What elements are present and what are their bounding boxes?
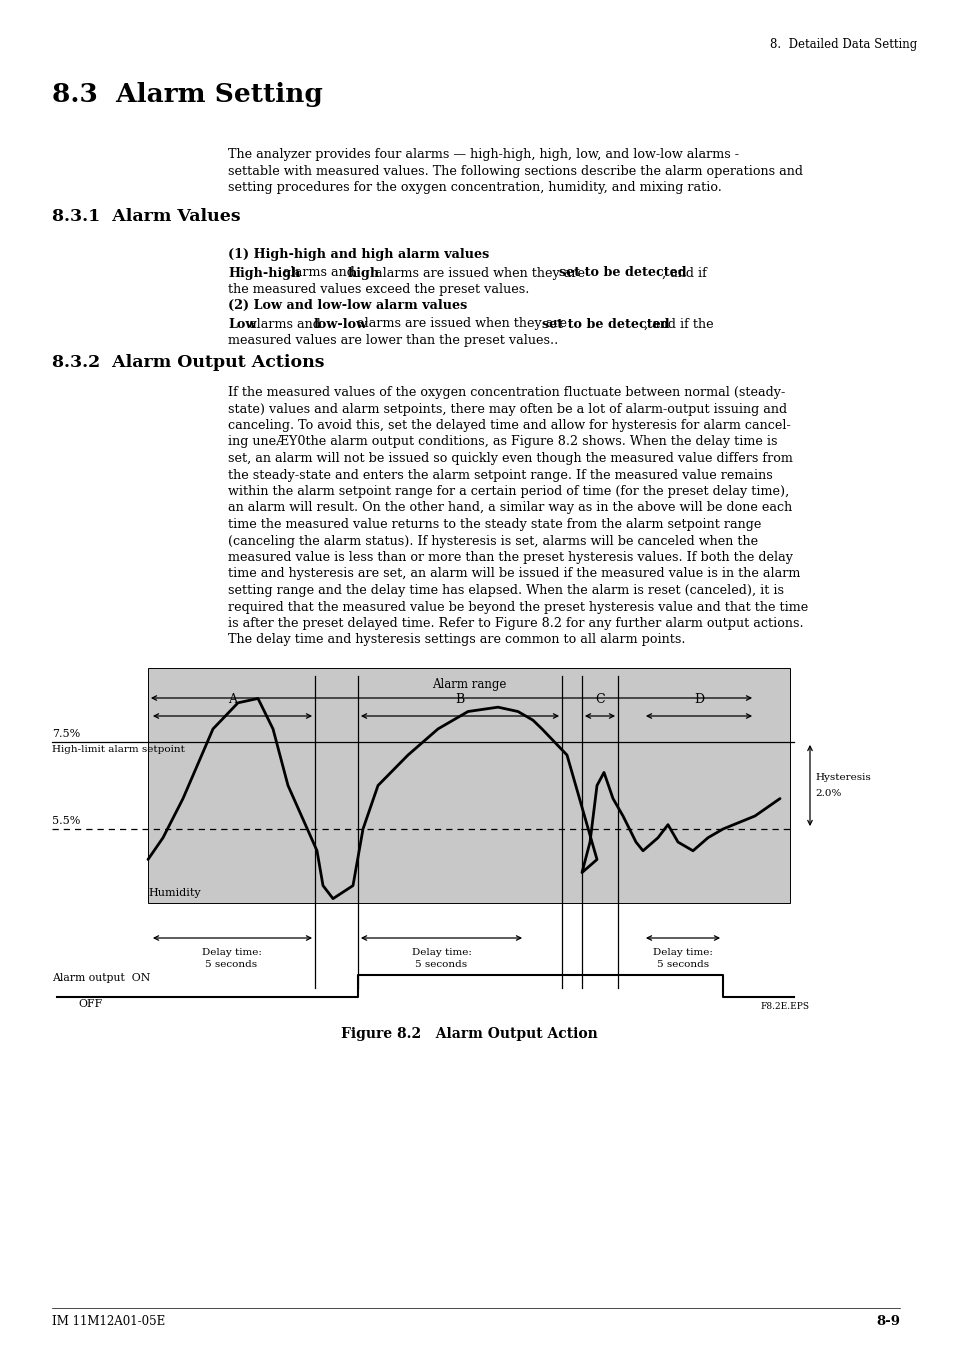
- Text: time the measured value returns to the steady state from the alarm setpoint rang: time the measured value returns to the s…: [228, 517, 760, 531]
- Text: (1) High-high and high alarm values: (1) High-high and high alarm values: [228, 249, 489, 261]
- Text: an alarm will result. On the other hand, a similar way as in the above will be d: an alarm will result. On the other hand,…: [228, 501, 791, 515]
- Text: setting range and the delay time has elapsed. When the alarm is reset (canceled): setting range and the delay time has ela…: [228, 584, 783, 597]
- Text: Alarm range: Alarm range: [432, 678, 506, 690]
- Text: settable with measured values. The following sections describe the alarm operati: settable with measured values. The follo…: [228, 165, 802, 177]
- Text: 8-9: 8-9: [875, 1315, 899, 1328]
- Text: high: high: [348, 266, 379, 280]
- Text: the measured values exceed the preset values.: the measured values exceed the preset va…: [228, 282, 529, 296]
- Text: 5 seconds: 5 seconds: [415, 961, 467, 969]
- Text: 8.  Detailed Data Setting: 8. Detailed Data Setting: [769, 38, 916, 51]
- Text: The analyzer provides four alarms — high-high, high, low, and low-low alarms -: The analyzer provides four alarms — high…: [228, 149, 739, 161]
- Text: A: A: [228, 693, 236, 707]
- Text: setting procedures for the oxygen concentration, humidity, and mixing ratio.: setting procedures for the oxygen concen…: [228, 181, 721, 195]
- Text: 2.0%: 2.0%: [814, 789, 841, 798]
- Text: C: C: [595, 693, 604, 707]
- Text: (canceling the alarm status). If hysteresis is set, alarms will be canceled when: (canceling the alarm status). If hystere…: [228, 535, 758, 547]
- Text: OFF: OFF: [78, 998, 102, 1009]
- Text: High-limit alarm setpoint: High-limit alarm setpoint: [52, 744, 185, 754]
- Text: the steady-state and enters the alarm setpoint range. If the measured value rema: the steady-state and enters the alarm se…: [228, 469, 772, 481]
- Text: 8.3.1  Alarm Values: 8.3.1 Alarm Values: [52, 208, 240, 226]
- Text: , and if: , and if: [660, 266, 705, 280]
- Text: The delay time and hysteresis settings are common to all alarm points.: The delay time and hysteresis settings a…: [228, 634, 685, 647]
- Text: time and hysteresis are set, an alarm will be issued if the measured value is in: time and hysteresis are set, an alarm wi…: [228, 567, 800, 581]
- Text: canceling. To avoid this, set the delayed time and allow for hysteresis for alar: canceling. To avoid this, set the delaye…: [228, 419, 790, 432]
- Text: Delay time:: Delay time:: [653, 948, 712, 957]
- Text: 5 seconds: 5 seconds: [205, 961, 257, 969]
- Text: D: D: [693, 693, 703, 707]
- Text: 8.3.2  Alarm Output Actions: 8.3.2 Alarm Output Actions: [52, 354, 324, 372]
- Text: Delay time:: Delay time:: [201, 948, 261, 957]
- Text: 7.5%: 7.5%: [52, 730, 80, 739]
- Text: F8.2E.EPS: F8.2E.EPS: [760, 1002, 808, 1011]
- Text: High-high: High-high: [228, 266, 300, 280]
- Text: If the measured values of the oxygen concentration fluctuate between normal (ste: If the measured values of the oxygen con…: [228, 386, 784, 399]
- Text: 5.5%: 5.5%: [52, 816, 80, 825]
- Text: B: B: [455, 693, 464, 707]
- Text: measured value is less than or more than the preset hysteresis values. If both t: measured value is less than or more than…: [228, 551, 792, 563]
- Text: set, an alarm will not be issued so quickly even though the measured value diffe: set, an alarm will not be issued so quic…: [228, 453, 792, 465]
- Text: alarms and: alarms and: [279, 266, 359, 280]
- Bar: [148, 667, 789, 902]
- Text: 5 seconds: 5 seconds: [657, 961, 708, 969]
- Text: low-low: low-low: [314, 317, 367, 331]
- Text: state) values and alarm setpoints, there may often be a lot of alarm-output issu: state) values and alarm setpoints, there…: [228, 403, 786, 416]
- Text: set to be detected: set to be detected: [558, 266, 686, 280]
- Text: required that the measured value be beyond the preset hysteresis value and that : required that the measured value be beyo…: [228, 600, 807, 613]
- Text: alarms are issued when they are: alarms are issued when they are: [370, 266, 588, 280]
- Text: Alarm output  ON: Alarm output ON: [52, 973, 150, 984]
- Text: set to be detected: set to be detected: [541, 317, 669, 331]
- Text: ing uneÆY0the alarm output conditions, as Figure 8.2 shows. When the delay time : ing uneÆY0the alarm output conditions, a…: [228, 435, 777, 449]
- Text: within the alarm setpoint range for a certain period of time (for the preset del: within the alarm setpoint range for a ce…: [228, 485, 788, 499]
- Text: 8.3  Alarm Setting: 8.3 Alarm Setting: [52, 82, 322, 107]
- Text: Figure 8.2   Alarm Output Action: Figure 8.2 Alarm Output Action: [340, 1027, 597, 1042]
- Text: (2) Low and low-low alarm values: (2) Low and low-low alarm values: [228, 299, 467, 312]
- Text: alarms and: alarms and: [245, 317, 325, 331]
- Text: Low: Low: [228, 317, 256, 331]
- Text: alarms are issued when they are: alarms are issued when they are: [354, 317, 571, 331]
- Text: Hysteresis: Hysteresis: [814, 773, 870, 781]
- Text: IM 11M12A01-05E: IM 11M12A01-05E: [52, 1315, 165, 1328]
- Text: Delay time:: Delay time:: [411, 948, 471, 957]
- Text: Humidity: Humidity: [148, 888, 200, 898]
- Text: is after the preset delayed time. Refer to Figure 8.2 for any further alarm outp: is after the preset delayed time. Refer …: [228, 617, 802, 630]
- Text: , and if the: , and if the: [643, 317, 713, 331]
- Text: measured values are lower than the preset values..: measured values are lower than the prese…: [228, 334, 558, 347]
